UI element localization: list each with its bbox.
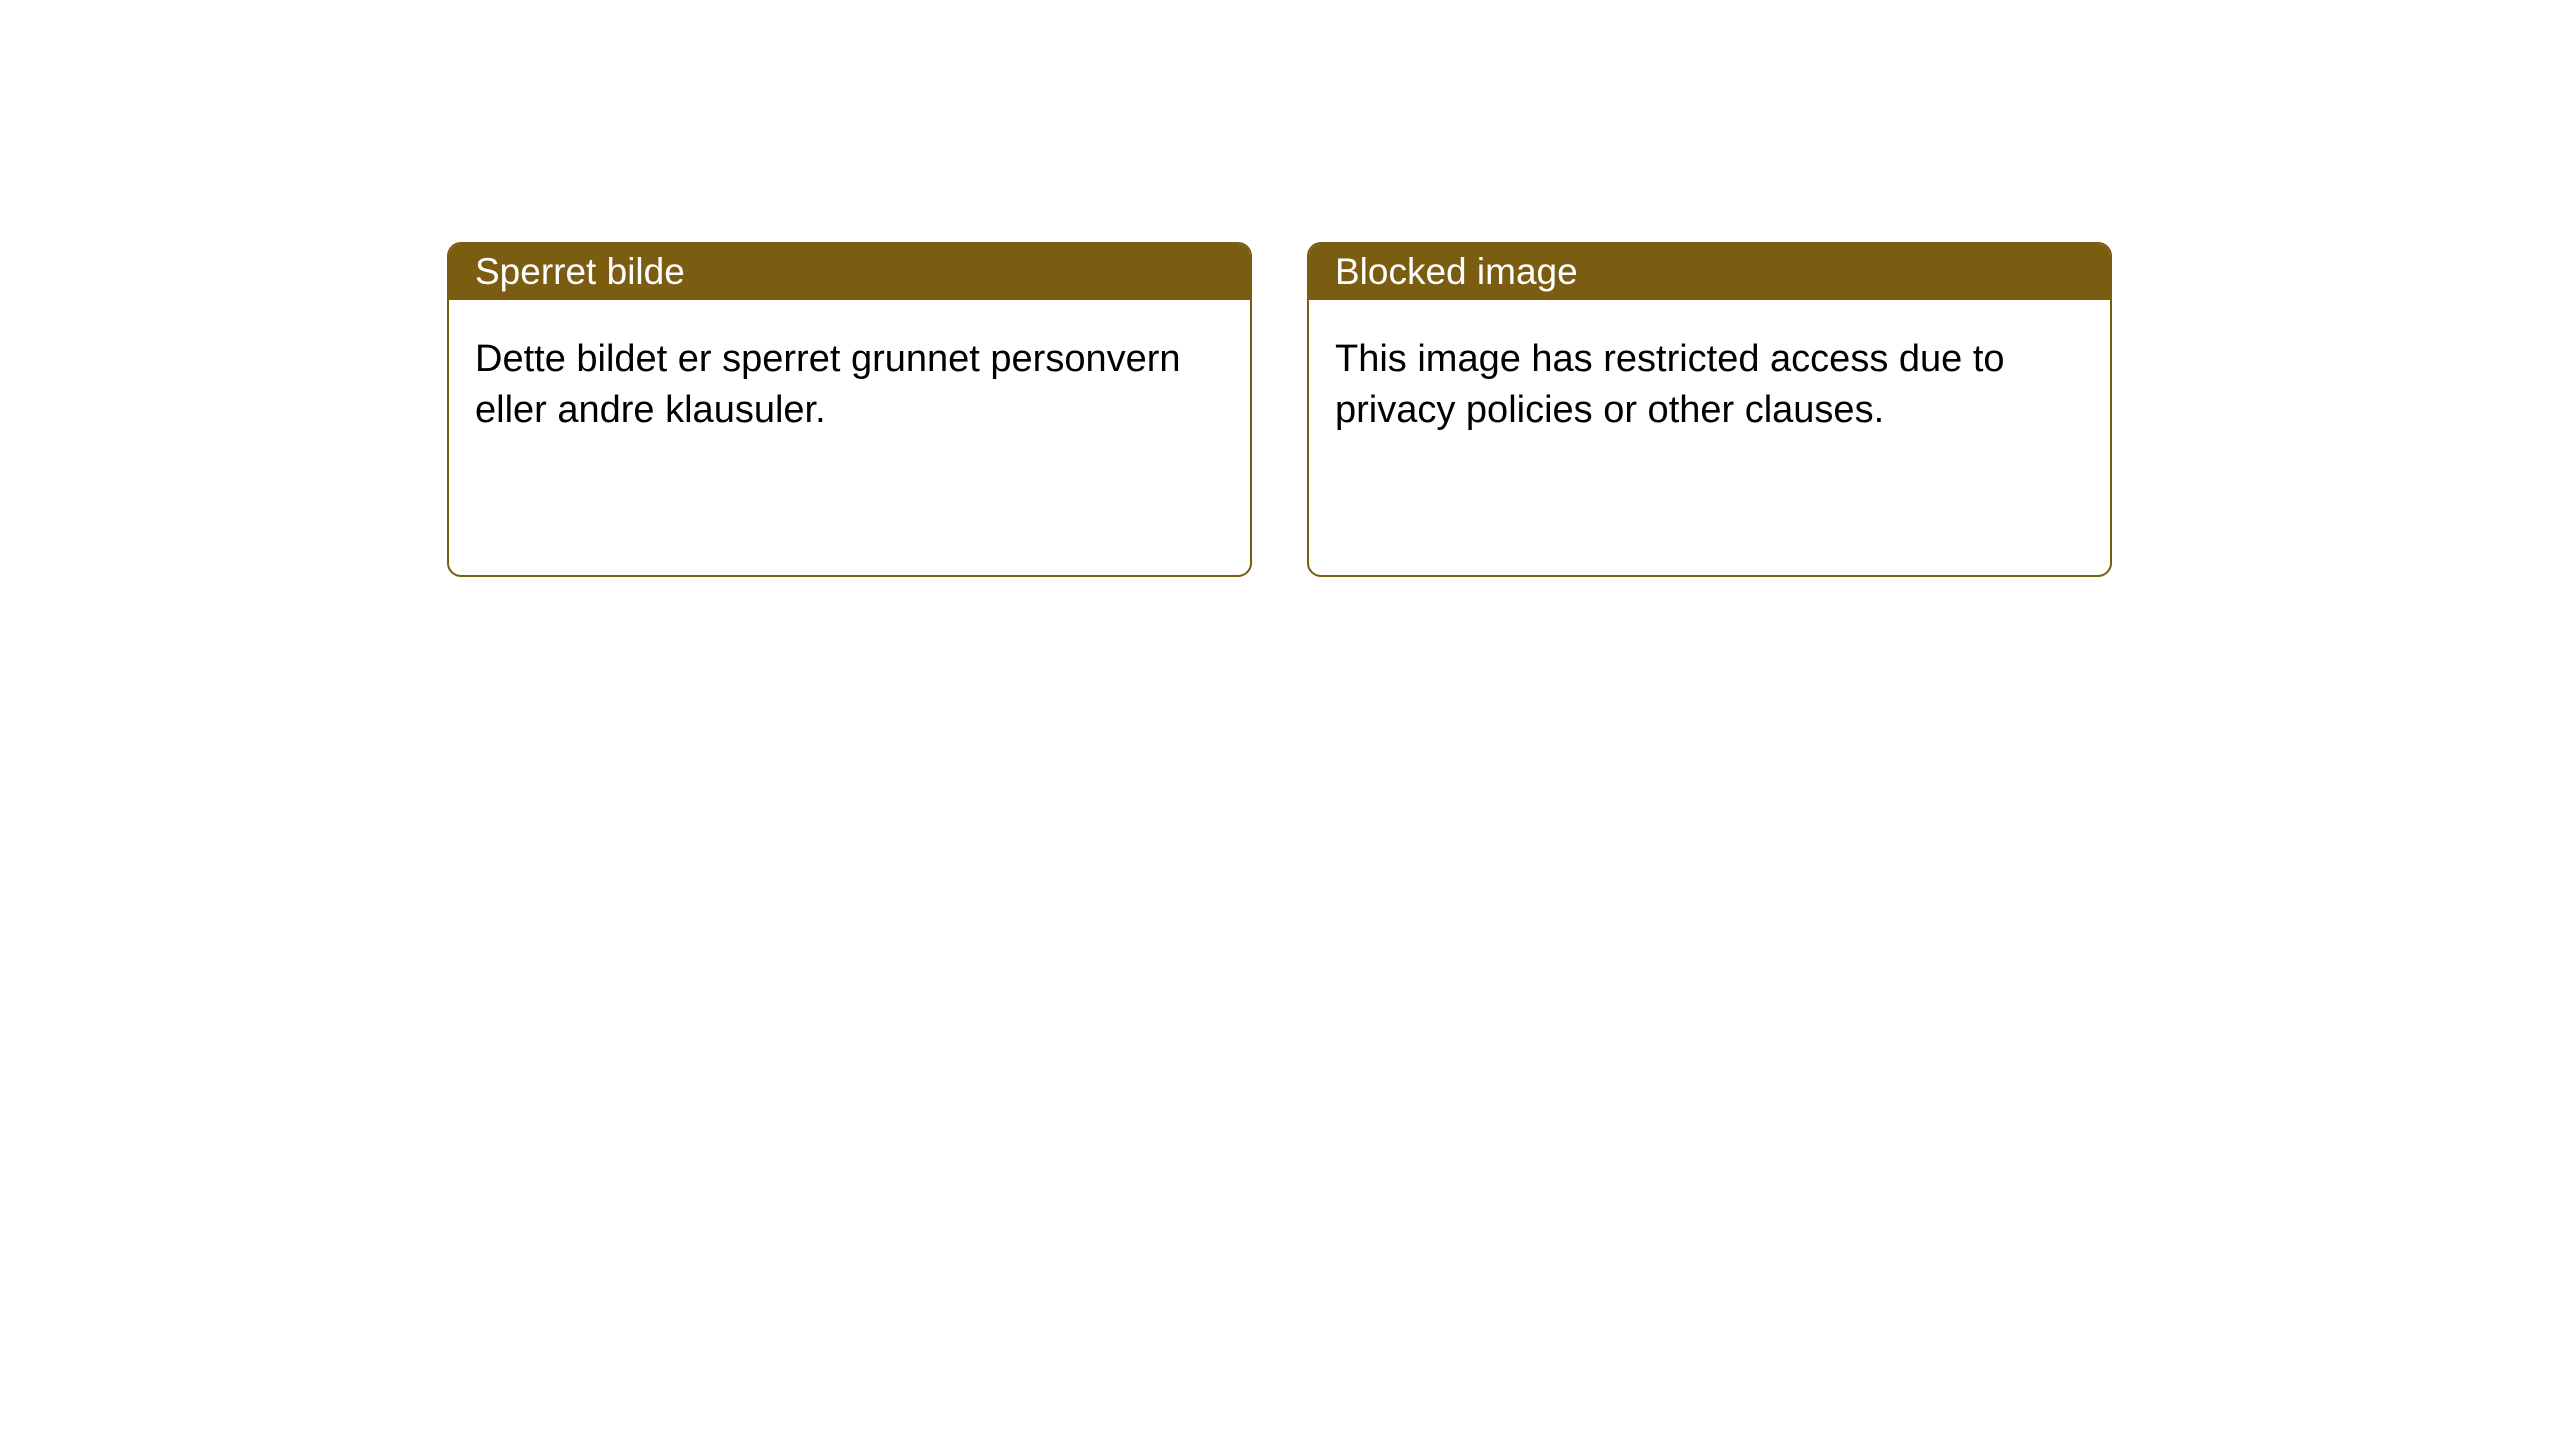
card-header: Sperret bilde (449, 244, 1250, 300)
blocked-image-card-no: Sperret bilde Dette bildet er sperret gr… (447, 242, 1252, 577)
card-body-text: Dette bildet er sperret grunnet personve… (475, 338, 1181, 431)
card-title: Sperret bilde (475, 251, 685, 292)
card-body: Dette bildet er sperret grunnet personve… (449, 300, 1250, 471)
card-body-text: This image has restricted access due to … (1335, 338, 2005, 431)
card-body: This image has restricted access due to … (1309, 300, 2110, 471)
blocked-image-card-en: Blocked image This image has restricted … (1307, 242, 2112, 577)
notice-container: Sperret bilde Dette bildet er sperret gr… (0, 0, 2560, 577)
card-header: Blocked image (1309, 244, 2110, 300)
card-title: Blocked image (1335, 251, 1578, 292)
